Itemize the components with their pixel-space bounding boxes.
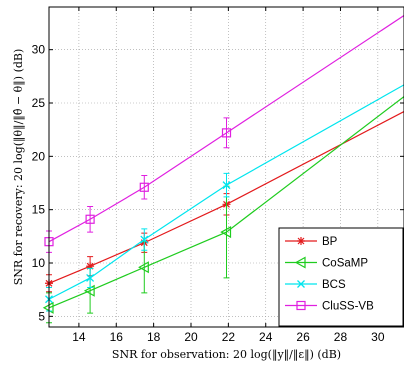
data-point (140, 235, 149, 244)
y-tick-label: 30 (32, 43, 46, 57)
legend-box (278, 227, 404, 327)
x-tick-label: 16 (110, 330, 124, 344)
legend-label: BP (322, 236, 338, 248)
data-point (85, 214, 95, 224)
data-point (86, 262, 95, 271)
x-tick-label: 14 (72, 330, 86, 344)
legend-label: BCS (322, 279, 346, 291)
x-tick-label: 24 (259, 330, 273, 344)
series-cluss-vb (44, 15, 404, 253)
legend: BP CoSaMP BCS CluSS-VB (278, 227, 404, 327)
legend-label: CluSS-VB (322, 301, 374, 313)
x-tick-label: 30 (371, 330, 385, 344)
data-point (222, 181, 231, 190)
legend-marker (297, 280, 305, 288)
data-point (221, 128, 232, 138)
data-point (138, 261, 149, 274)
legend-item: BCS (285, 279, 346, 291)
y-tick-label: 15 (32, 203, 46, 217)
data-point (86, 273, 95, 282)
x-tick-label: 20 (184, 330, 198, 344)
y-axis-label: SNR for recovery: 20 log(‖θ‖/‖θ̂ − θ‖) (… (12, 49, 26, 286)
x-axis-label: SNR for observation: 20 log(‖y‖/‖ε‖) (dB… (112, 348, 341, 362)
data-point (83, 284, 95, 297)
data-point (139, 182, 149, 192)
y-tick-label: 25 (32, 96, 46, 110)
plot-frame (48, 6, 404, 328)
error-bar (223, 117, 230, 149)
legend-item: CluSS-VB (285, 301, 374, 313)
legend-item: CoSaMP (285, 256, 368, 270)
series-layer (42, 15, 404, 324)
error-bar (141, 175, 148, 200)
y-tick-label: 10 (32, 256, 46, 270)
error-bar (87, 205, 94, 233)
legend-marker (294, 256, 306, 269)
legend-marker (296, 300, 306, 311)
x-tick-label: 28 (334, 330, 348, 344)
legend-label: CoSaMP (322, 258, 368, 270)
data-point (220, 226, 232, 239)
legend-marker (297, 237, 305, 245)
y-tick-label: 5 (38, 309, 45, 323)
y-tick-label: 20 (32, 149, 46, 163)
x-tick-label: 22 (222, 330, 236, 344)
x-tick-label: 26 (296, 330, 310, 344)
legend-item: BP (285, 236, 338, 248)
x-tick-label: 18 (147, 330, 161, 344)
ticks: 14 16 18 20 22 24 26 28 30 5 10 15 20 25 30 (32, 7, 404, 344)
